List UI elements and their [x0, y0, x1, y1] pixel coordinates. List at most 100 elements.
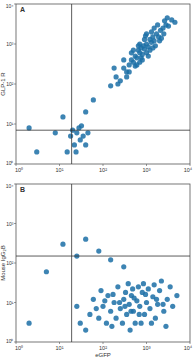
event-dot	[153, 316, 158, 321]
event-dot	[34, 149, 39, 154]
event-dot	[98, 288, 103, 293]
event-dot	[147, 306, 152, 311]
event-dot	[149, 29, 154, 34]
panel: 10⁰10¹10²10³10⁴10⁰10¹10²10³10⁴AGLP-1 R	[0, 3, 193, 173]
event-dot	[152, 38, 157, 43]
event-dot	[117, 300, 122, 305]
event-dot	[78, 321, 83, 326]
event-dot	[73, 149, 78, 154]
event-dot	[83, 237, 88, 242]
x-tick-label: 10³	[143, 167, 151, 173]
event-dot	[168, 284, 173, 289]
event-dot	[137, 60, 142, 65]
figure: 10⁰10¹10²10³10⁴10⁰10¹10²10³10⁴AGLP-1 R10…	[0, 0, 194, 360]
event-dot	[174, 293, 179, 298]
event-dot	[79, 123, 84, 128]
event-dot	[133, 321, 138, 326]
event-dot	[166, 24, 171, 29]
event-dot	[141, 281, 146, 286]
event-dot	[137, 312, 142, 317]
x-tick	[190, 164, 191, 166]
x-tick	[146, 164, 147, 166]
gate-line	[16, 130, 190, 131]
data-points	[16, 4, 190, 164]
x-tick-label: 10²	[99, 345, 107, 351]
y-tick	[14, 302, 16, 303]
panel-label: B	[20, 186, 25, 193]
event-dot	[74, 304, 79, 309]
event-dot	[162, 18, 167, 23]
event-dot	[124, 312, 129, 317]
event-dot	[155, 302, 160, 307]
event-dot	[161, 31, 166, 36]
x-axis-label: eGFP	[95, 352, 111, 358]
event-dot	[112, 65, 117, 70]
event-dot	[118, 306, 123, 311]
x-tick	[103, 342, 104, 344]
event-dot	[126, 281, 131, 286]
event-dot	[104, 321, 109, 326]
event-dot	[159, 36, 164, 41]
event-dot	[122, 304, 127, 309]
event-dot	[115, 284, 120, 289]
y-tick	[14, 4, 16, 5]
event-dot	[85, 130, 90, 135]
event-dot	[159, 278, 164, 283]
event-dot	[108, 309, 113, 314]
y-tick-label: 10⁴	[6, 183, 14, 189]
y-tick	[14, 84, 16, 85]
event-dot	[91, 97, 96, 102]
event-dot	[144, 31, 149, 36]
event-dot	[110, 292, 115, 297]
event-dot	[60, 242, 65, 247]
y-axis-label: GLP-1 R	[0, 72, 6, 96]
event-dot	[94, 306, 99, 311]
event-dot	[146, 53, 151, 58]
event-dot	[136, 43, 141, 48]
y-tick-label: 10¹	[6, 300, 14, 306]
event-dot	[172, 20, 177, 25]
event-dot	[128, 309, 133, 314]
event-dot	[83, 109, 88, 114]
event-dot	[137, 304, 142, 309]
event-dot	[130, 286, 135, 291]
y-tick-label: 10⁴	[6, 3, 14, 9]
event-dot	[143, 292, 148, 297]
event-dot	[91, 297, 96, 302]
y-tick-label: 10⁰	[6, 338, 14, 344]
plot-frame	[16, 184, 190, 342]
event-dot	[152, 282, 157, 287]
event-dot	[121, 264, 126, 269]
event-dot	[121, 297, 126, 302]
y-tick	[14, 184, 16, 185]
event-dot	[108, 83, 113, 88]
event-dot	[53, 130, 58, 135]
event-dot	[121, 57, 126, 62]
y-tick-label: 10⁰	[6, 160, 14, 166]
plot-frame	[16, 4, 190, 164]
event-dot	[149, 321, 154, 326]
y-tick	[14, 223, 16, 224]
x-tick-label: 10¹	[56, 167, 64, 173]
event-dot	[161, 309, 166, 314]
event-dot	[170, 304, 175, 309]
event-dot	[165, 297, 170, 302]
x-tick	[190, 342, 191, 344]
y-tick	[14, 164, 16, 165]
x-tick-label: 10⁰	[15, 167, 23, 173]
x-tick	[59, 342, 60, 344]
x-tick-label: 10³	[143, 345, 151, 351]
event-dot	[112, 300, 117, 305]
event-dot	[72, 142, 77, 147]
y-tick-label: 10³	[6, 41, 14, 47]
panel: 10⁰10¹10²10³10⁴10⁰10¹10²10³10⁴BMouse IgG…	[0, 183, 193, 358]
event-dot	[136, 284, 141, 289]
event-dot	[113, 316, 118, 321]
event-dot	[100, 304, 105, 309]
event-dot	[132, 295, 137, 300]
event-dot	[155, 22, 160, 27]
event-dot	[113, 74, 118, 79]
event-dot	[142, 312, 147, 317]
x-tick-label: 10⁴	[184, 167, 193, 173]
event-dot	[160, 302, 165, 307]
